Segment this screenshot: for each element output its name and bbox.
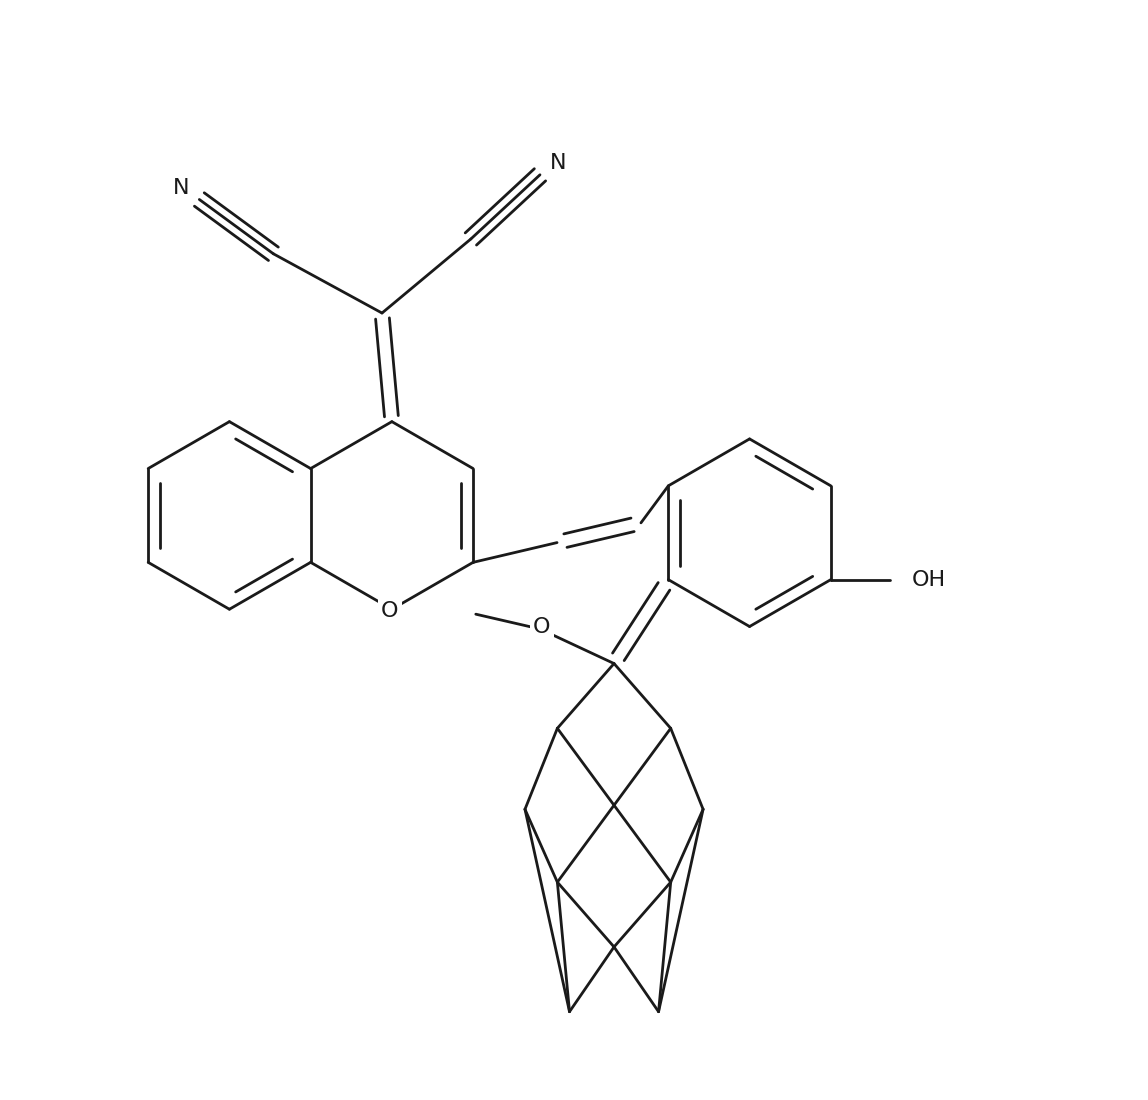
Text: O: O: [533, 617, 551, 637]
Text: N: N: [173, 177, 189, 198]
Text: OH: OH: [912, 570, 946, 590]
Text: N: N: [550, 153, 566, 173]
Text: O: O: [381, 602, 398, 621]
